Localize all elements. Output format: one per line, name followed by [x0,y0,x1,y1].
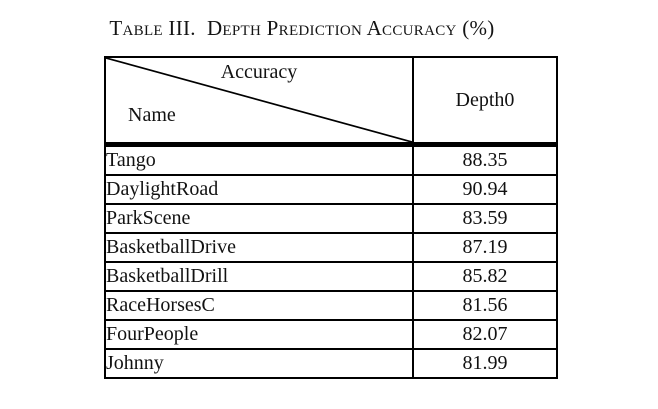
table-row: Tango 88.35 [104,143,558,176]
accuracy-value-cell: 82.07 [412,319,558,350]
accuracy-value-cell: 85.82 [412,261,558,292]
table-row: Johnny 81.99 [104,348,558,379]
sequence-name-cell: FourPeople [104,319,414,350]
sequence-name-cell: BasketballDrill [104,261,414,292]
table-row: DaylightRoad 90.94 [104,174,558,205]
table-caption: Table III. Depth Prediction Accuracy (%) [109,16,495,40]
header-name-label: Name [128,104,176,126]
accuracy-value-cell: 81.99 [412,348,558,379]
table-row: BasketballDrill 85.82 [104,261,558,292]
header-row: Accuracy Name Depth0 [104,56,558,147]
table-row: BasketballDrive 87.19 [104,232,558,263]
table-row: ParkScene 83.59 [104,203,558,234]
table-row: FourPeople 82.07 [104,319,558,350]
sequence-name-cell: RaceHorsesC [104,290,414,321]
diagonal-divider-line [106,58,412,142]
accuracy-value-cell: 81.56 [412,290,558,321]
table-row: RaceHorsesC 81.56 [104,290,558,321]
accuracy-value-cell: 83.59 [412,203,558,234]
diagonal-header-cell: Accuracy Name [104,56,414,147]
header-accuracy-label: Accuracy [220,61,298,83]
sequence-name-cell: BasketballDrive [104,232,414,263]
sequence-name-cell: ParkScene [104,203,414,234]
accuracy-value-cell: 90.94 [412,174,558,205]
accuracy-value-cell: 87.19 [412,232,558,263]
sequence-name-cell: Johnny [104,348,414,379]
accuracy-value-cell: 88.35 [412,143,558,176]
sequence-name-cell: Tango [104,143,414,176]
header-depth0-label: Depth0 [412,56,558,147]
sequence-name-cell: DaylightRoad [104,174,414,205]
depth-accuracy-table: Accuracy Name Depth0 Tango 88.35 Dayligh… [104,56,558,379]
